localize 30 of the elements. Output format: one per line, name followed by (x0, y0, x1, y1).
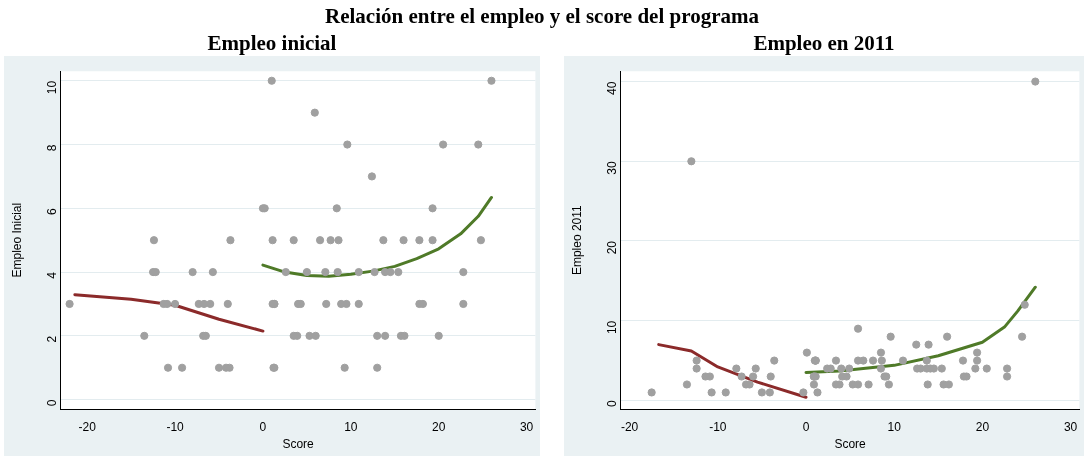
y-tick-label: 0 (605, 400, 620, 408)
y-tick-label: 8 (45, 144, 60, 152)
x-tick-label: 0 (802, 419, 810, 434)
x-tick-label: -20 (620, 419, 639, 434)
x-axis-title: Score (834, 437, 867, 452)
chart-title: Empleo en 2011 (752, 30, 896, 56)
y-axis-title: Empleo Inicial (9, 202, 24, 278)
y-tick-label: 10 (45, 80, 60, 95)
x-tick-label: 0 (259, 419, 267, 434)
y-tick-label: 10 (605, 320, 620, 335)
x-tick-label: 30 (519, 419, 534, 434)
x-tick-label: -20 (78, 419, 97, 434)
x-axis-title: Score (282, 437, 315, 452)
y-tick-label: 20 (605, 240, 620, 255)
x-tick-label: 20 (432, 419, 446, 434)
x-tick-label: -10 (709, 419, 727, 434)
y-tick-label: 4 (45, 271, 60, 279)
x-tick-label: 20 (975, 419, 990, 434)
x-tick-label: 10 (344, 419, 358, 434)
chart-title: Relación entre el empleo y el score del programa (324, 4, 760, 29)
y-tick-label: 40 (605, 81, 620, 95)
x-tick-label: 10 (887, 419, 902, 434)
y-tick-label: 2 (45, 335, 60, 343)
x-tick-label: -10 (166, 419, 185, 434)
y-tick-label: 6 (45, 208, 60, 215)
y-tick-label: 0 (45, 399, 60, 407)
x-tick-label: 30 (1063, 419, 1078, 434)
y-tick-label: 30 (605, 160, 620, 175)
chart-subtitle: Empleo inicial (206, 30, 338, 56)
y-axis-title: Empleo 2011 (569, 204, 584, 276)
